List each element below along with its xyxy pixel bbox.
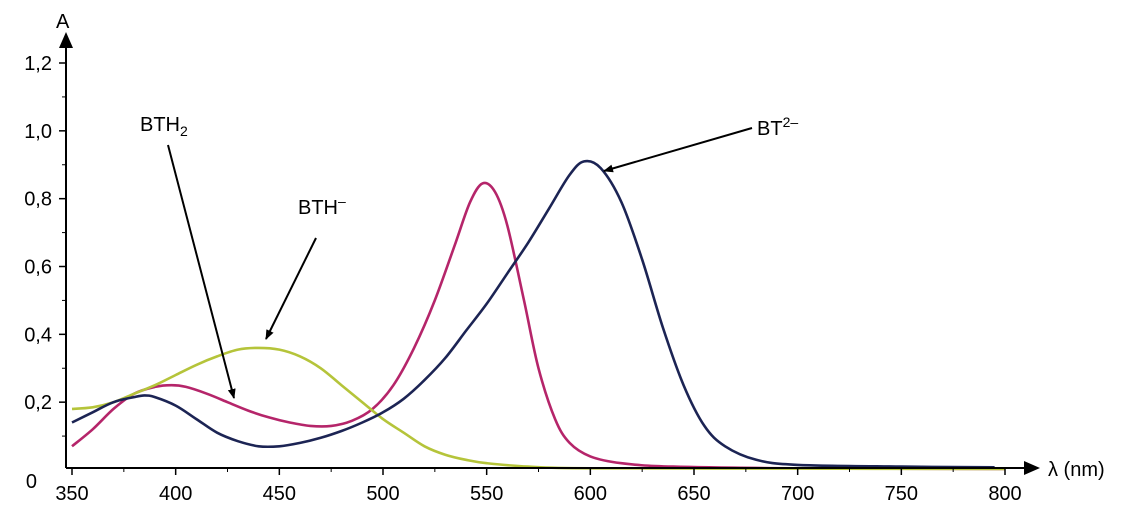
annotation-bt2: BT2– bbox=[757, 114, 798, 140]
x-tick-label: 650 bbox=[677, 483, 710, 505]
y-tick-label: 0 bbox=[26, 471, 37, 493]
arrow-bth2 bbox=[167, 144, 236, 399]
y-tick-label: 1,2 bbox=[24, 53, 52, 75]
x-tick-label: 350 bbox=[55, 483, 88, 505]
x-tick-label: 550 bbox=[470, 483, 503, 505]
y-axis-arrowhead bbox=[59, 32, 73, 48]
y-tick-label: 1,0 bbox=[24, 121, 52, 143]
arrow-bt2 bbox=[603, 127, 753, 173]
x-tick-label: 700 bbox=[781, 483, 814, 505]
x-tick-label: 750 bbox=[885, 483, 918, 505]
x-tick-label: 600 bbox=[574, 483, 607, 505]
x-tick-label: 450 bbox=[263, 483, 296, 505]
series-layer bbox=[71, 159, 1006, 471]
ticks-layer: 350 400 450 500 550 600 650 700 750 800 0 0,2 0,4 0,6… bbox=[24, 53, 1022, 505]
annotation-bth2: BTH2 bbox=[140, 114, 188, 139]
x-tick-label: 500 bbox=[366, 483, 399, 505]
x-tick-label: 800 bbox=[988, 483, 1021, 505]
x-axis-arrowhead bbox=[1024, 461, 1040, 475]
y-tick-label: 0,8 bbox=[24, 189, 52, 211]
axes bbox=[59, 32, 1040, 475]
y-axis-title: A bbox=[56, 11, 70, 33]
annotation-bth-minus: BTH– bbox=[298, 193, 346, 219]
y-tick-label: 0,2 bbox=[24, 392, 52, 414]
x-tick-label: 400 bbox=[159, 483, 192, 505]
y-tick-label: 0,4 bbox=[24, 324, 52, 346]
arrow-bth-minus bbox=[265, 237, 317, 340]
series-line-0 bbox=[71, 181, 1006, 471]
series-line-1 bbox=[71, 346, 1006, 471]
y-tick-label: 0,6 bbox=[24, 257, 52, 279]
series-line-2 bbox=[71, 159, 995, 469]
x-axis-title: λ (nm) bbox=[1048, 459, 1105, 481]
